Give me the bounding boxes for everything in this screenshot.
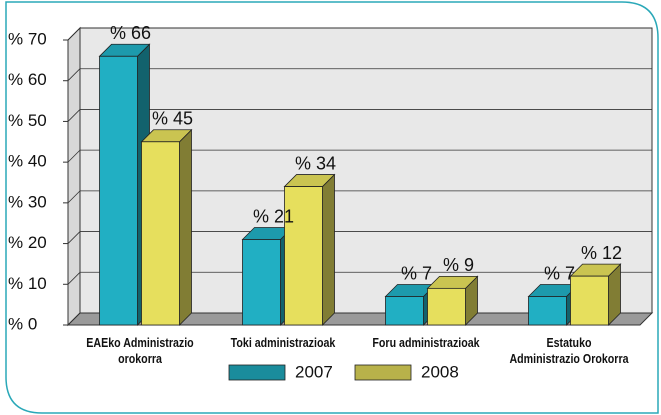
y-tick-label: % 10: [8, 274, 47, 293]
bar-front: [284, 186, 323, 326]
bar: [283, 173, 336, 326]
grid-line-side: [67, 231, 81, 244]
data-label: % 66: [110, 23, 151, 43]
bars: [98, 43, 622, 326]
data-label: % 45: [152, 109, 193, 129]
grid-line-side: [67, 272, 81, 285]
bar-front: [385, 296, 424, 326]
bar-front: [528, 296, 567, 326]
bar-front: [570, 275, 609, 326]
grid-line-side: [67, 68, 81, 81]
x-tick-label: EAEko Administrazio orokorra: [85, 335, 194, 366]
y-tick-label: % 50: [8, 111, 47, 130]
y-tick-label: % 40: [8, 152, 47, 171]
y-tick-label: % 0: [8, 314, 37, 333]
legend-swatch: [228, 364, 286, 381]
frame: [5, 1, 659, 414]
x-tick-label: Estatuko Administrazio Orokorra: [508, 335, 629, 366]
grid-line-side: [67, 312, 81, 326]
bar: [569, 263, 622, 326]
labels: % 0 % 10 % 20 % 30 % 40 % 50 % 60 % 70 % 66 % 45%…: [8, 23, 622, 381]
y-tick-label: % 70: [8, 29, 47, 48]
bar: [140, 128, 193, 326]
data-label: % 21: [253, 206, 294, 226]
data-label: % 12: [581, 243, 622, 263]
data-label: % 34: [295, 153, 336, 173]
bar-front: [242, 239, 281, 326]
bar: [426, 275, 479, 326]
y-tick-label: % 30: [8, 192, 47, 211]
legend-label: 2007: [295, 362, 333, 381]
bar-front: [99, 55, 138, 326]
x-tick-label: Toki administrazioak: [230, 335, 335, 350]
y-tick-label: % 20: [8, 233, 47, 252]
data-label: % 7: [544, 263, 575, 283]
bar-side: [179, 128, 192, 326]
x-tick-label: Foru administrazioak: [371, 335, 480, 350]
bar-front: [141, 141, 180, 326]
y-tick-label: % 60: [8, 70, 47, 89]
grid-line-side: [67, 27, 81, 41]
grid-line-side: [67, 190, 81, 204]
data-label: % 7: [401, 263, 432, 283]
legend-label: 2008: [421, 362, 459, 381]
grid-line-side: [67, 109, 81, 122]
bar-front: [427, 287, 466, 326]
legend-swatch: [354, 364, 412, 381]
grid-line-side: [67, 149, 81, 163]
data-label: % 9: [443, 255, 474, 275]
bar-side: [322, 173, 335, 326]
side-wall: [67, 26, 81, 327]
